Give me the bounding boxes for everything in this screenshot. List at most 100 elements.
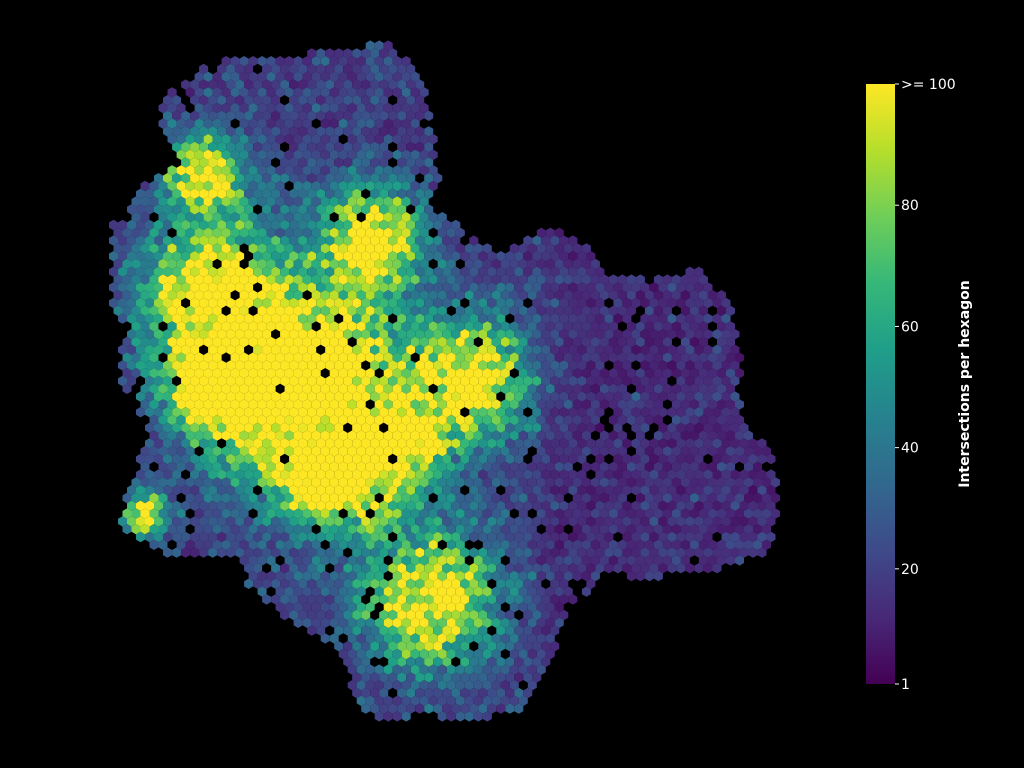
hex-cell (167, 243, 177, 254)
hex-cell (257, 305, 267, 316)
hex-cell (586, 282, 596, 293)
hex-cell (289, 141, 299, 153)
hex-cell (257, 118, 267, 129)
hex-cell (199, 235, 209, 246)
hex-cell (347, 305, 357, 316)
hex-cell (523, 235, 533, 246)
hex-cell (194, 321, 204, 332)
hex-cell (365, 134, 375, 145)
hex-cell (379, 297, 389, 309)
hex-cell (131, 290, 141, 301)
hex-cell (158, 102, 168, 114)
hex-cell (717, 305, 726, 316)
hex-cell (343, 282, 353, 293)
hex-cell (271, 141, 281, 153)
hex-cell (158, 258, 168, 270)
hex-cell (590, 305, 600, 316)
hex-cell (415, 204, 425, 215)
hex-cell (428, 134, 438, 145)
hex-cell (248, 274, 258, 285)
hex-cell (392, 274, 402, 285)
hex-cell (136, 282, 145, 293)
hex-cell (370, 95, 380, 106)
hex-cell (550, 235, 560, 246)
hex-cell (617, 305, 627, 316)
hex-cell (253, 266, 263, 277)
hex-cell (289, 266, 299, 277)
hex-cell (239, 290, 249, 301)
hex-cell (136, 313, 145, 324)
hex-cell (383, 196, 393, 207)
hex-cell (370, 266, 380, 277)
hex-cell (217, 297, 227, 309)
hex-cell (275, 290, 285, 301)
hex-cell (316, 141, 326, 153)
hex-cell (347, 56, 357, 67)
hex-cell (392, 56, 402, 67)
hex-cell (419, 134, 429, 145)
hex-cell (586, 251, 596, 262)
hex-cell (595, 297, 605, 309)
hex-cell (248, 118, 258, 129)
hex-cell (554, 305, 564, 316)
hex-cell (617, 290, 627, 301)
hex-cell (410, 118, 420, 129)
hex-cell (140, 274, 150, 285)
hex-cell (266, 290, 276, 301)
hex-cell (230, 243, 240, 254)
hex-cell (226, 188, 236, 199)
hex-cell (334, 297, 344, 309)
hex-cell (532, 235, 542, 246)
hex-cell (235, 266, 245, 277)
hex-cell (343, 157, 353, 168)
hex-cell (257, 180, 267, 192)
hex-cell (428, 305, 438, 316)
hex-cell (253, 95, 263, 106)
hex-cell (338, 321, 348, 332)
hex-cell (320, 212, 330, 223)
hex-cell (361, 297, 371, 309)
hex-cell (347, 180, 357, 192)
hex-cell (410, 274, 420, 285)
hex-cell (509, 258, 519, 270)
hex-cell (271, 235, 281, 246)
hex-cell (203, 274, 213, 285)
hex-cell (383, 274, 393, 285)
hex-cell (217, 173, 227, 184)
hex-cell (397, 251, 407, 262)
hex-cell (190, 313, 200, 324)
hex-cell (667, 313, 677, 324)
hex-cell (316, 313, 326, 324)
hex-cell (221, 212, 231, 223)
hex-cell (356, 290, 366, 301)
hex-cell (257, 165, 267, 176)
hex-cell (383, 71, 393, 82)
hex-cell (307, 95, 317, 106)
hex-cell (131, 243, 141, 254)
hex-cell (248, 87, 258, 98)
hex-cell (208, 188, 218, 199)
hex-cell (316, 110, 326, 121)
hex-cell (410, 196, 420, 207)
hex-cell (334, 235, 344, 246)
hex-cell (653, 305, 663, 316)
hex-cell (406, 266, 416, 277)
hex-cell (109, 219, 118, 231)
hex-cell (226, 235, 236, 246)
hex-cell (239, 321, 249, 332)
hex-cell (608, 305, 618, 316)
hex-cell (302, 71, 312, 82)
hex-cell (136, 204, 145, 215)
hex-cell (284, 258, 294, 270)
hex-cell (685, 313, 695, 324)
hex-cell (433, 219, 443, 231)
hex-cell (158, 243, 168, 254)
hex-cell (365, 227, 375, 238)
hex-cell (109, 266, 118, 277)
hex-cell (136, 219, 145, 231)
hex-cell (469, 297, 479, 309)
hex-cell (275, 149, 285, 160)
hex-cell (199, 297, 209, 309)
hex-cell (532, 251, 542, 262)
hex-cell (365, 274, 375, 285)
